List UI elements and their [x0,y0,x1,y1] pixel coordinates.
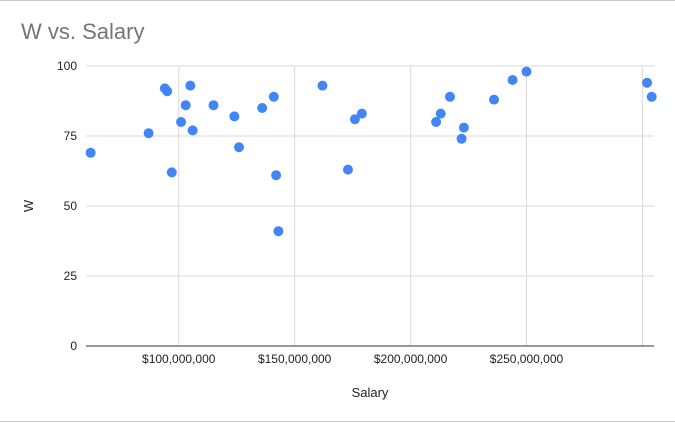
x-tick-label: $250,000,000 [490,352,564,366]
data-point [162,86,173,97]
data-point [431,117,442,127]
data-point [187,125,198,136]
x-tick-label: $100,000,000 [142,352,216,366]
x-tick-label: $150,000,000 [258,352,332,366]
y-tick-label: 25 [64,269,78,283]
y-axis-title: W [21,199,36,212]
data-point [435,108,446,119]
data-point [356,108,367,119]
x-tick-label: $200,000,000 [374,352,448,366]
grid-lines [86,65,654,346]
data-point [317,80,328,91]
data-point [234,142,245,153]
data-point [185,80,196,91]
data-point [456,133,467,144]
data-point [507,75,518,85]
data-point [268,91,279,102]
y-tick-label: 50 [64,199,78,213]
data-point [271,170,282,181]
data-point [646,91,657,102]
data-point [273,226,284,237]
data-point [489,94,500,105]
y-tick-label: 0 [70,339,77,353]
data-point [257,103,268,113]
data-point [444,91,455,102]
x-axis-title: Salary [352,385,389,400]
data-point [642,77,653,88]
data-point [166,167,177,178]
data-point [180,100,191,111]
data-point [85,147,96,158]
chart-title: W vs. Salary [21,19,145,44]
data-point [176,117,187,127]
data-points [85,66,657,237]
y-tick-label: 75 [64,129,78,143]
data-point [143,128,154,139]
data-point [349,114,360,125]
y-tick-label: 100 [57,59,77,73]
data-point [342,164,353,175]
data-point [208,100,219,111]
data-point [521,66,532,77]
data-point [229,111,240,122]
data-point [458,122,469,133]
tick-labels: 0 25 50 75 100 $100,000,000 $150,000,000 $200,0… [57,59,564,366]
